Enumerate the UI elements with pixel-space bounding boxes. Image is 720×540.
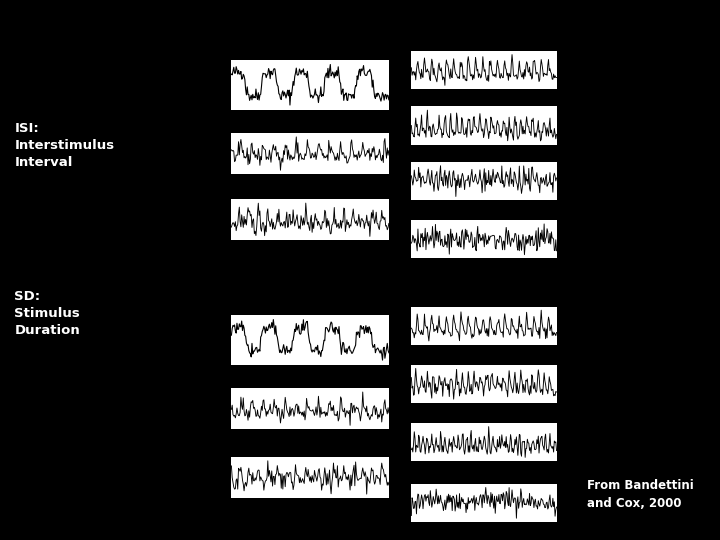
Text: ISI, SD: ISI, SD: [176, 50, 210, 60]
Text: 10, 2: 10, 2: [197, 472, 223, 482]
Text: Visual Cortex: Visual Cortex: [307, 22, 421, 37]
Text: ISI, SD: ISI, SD: [379, 50, 413, 60]
Text: ISI:
Interstimulus
Interval: ISI: Interstimulus Interval: [14, 122, 114, 170]
Text: 10, 2: 10, 2: [197, 215, 223, 225]
Text: 8, 2: 8, 2: [385, 65, 405, 75]
Text: 4, 2: 4, 2: [385, 176, 405, 186]
Text: SD:
Stimulus
Duration: SD: Stimulus Duration: [14, 289, 80, 337]
Text: a: a: [168, 266, 179, 284]
Text: 4, 2: 4, 2: [385, 437, 405, 447]
Text: 6, 2: 6, 2: [385, 379, 405, 389]
Text: 6, 2: 6, 2: [385, 120, 405, 131]
Text: 20, 20: 20, 20: [190, 335, 223, 345]
Text: 20, 20: 20, 20: [190, 80, 223, 90]
Text: ISI, SD: ISI, SD: [176, 302, 210, 312]
Text: ISI, SD: ISI, SD: [379, 302, 413, 312]
Text: 12, 2: 12, 2: [197, 404, 223, 414]
Text: From Bandettini
and Cox, 2000: From Bandettini and Cox, 2000: [587, 478, 693, 510]
Text: 8, 2: 8, 2: [385, 321, 405, 330]
Text: Motor Cortex: Motor Cortex: [308, 276, 420, 292]
Text: 2, 2: 2, 2: [385, 234, 405, 244]
Text: 12, 2: 12, 2: [197, 148, 223, 159]
Text: 2, 2: 2, 2: [385, 498, 405, 508]
